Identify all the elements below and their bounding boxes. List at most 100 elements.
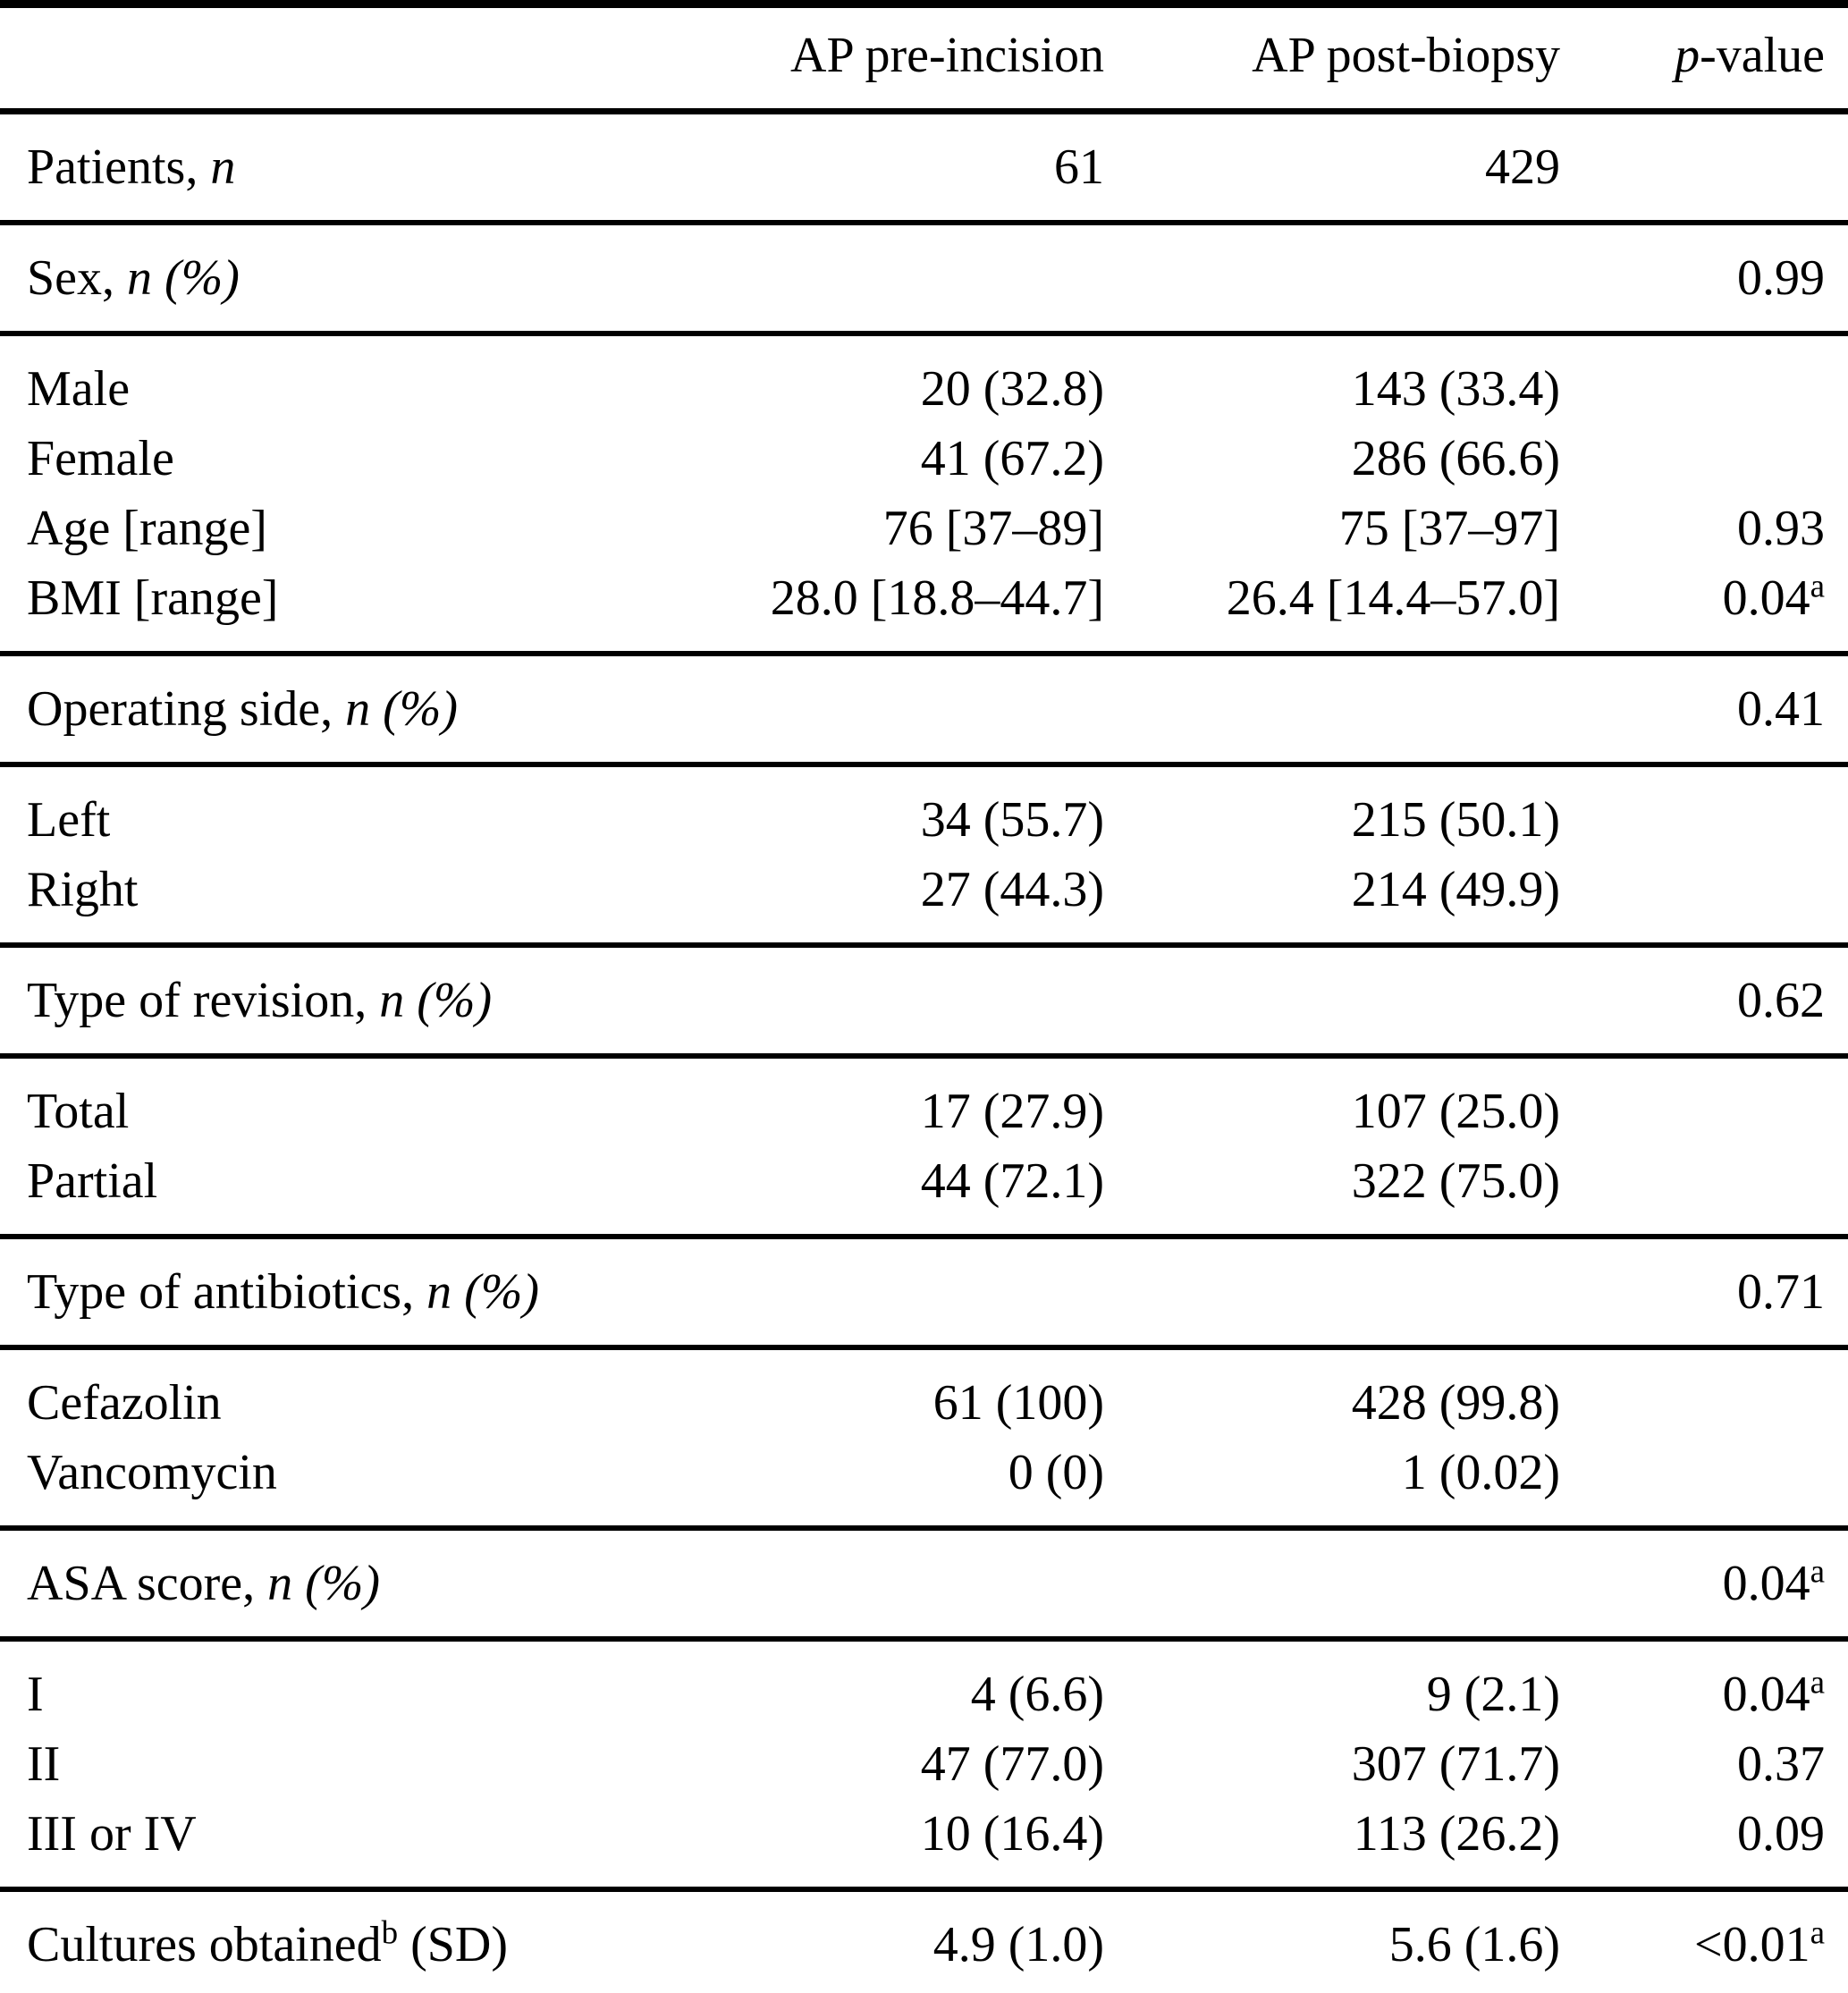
value-cell-ap-pre-incision: 4.9 (1.0) <box>932 1917 1104 1972</box>
value-cell-ap-pre-incision: 28.0 [18.8–44.7] <box>770 570 1104 626</box>
table-section: Cefazolin 61 (100) 428 (99.8) Vancomycin 0 (… <box>0 1347 1848 1528</box>
row-label-cell: BMI [range] <box>27 570 279 626</box>
table-row: Female 41 (67.2) 286 (66.6) <box>0 424 1848 494</box>
p-value-cell <box>1560 1146 1848 1237</box>
value-cell-ap-post-biopsy: 75 [37–97] <box>1338 501 1560 556</box>
row-label-cell: Vancomycin <box>27 1445 277 1500</box>
value-cell-ap-post-biopsy: 307 (71.7) <box>1351 1736 1560 1792</box>
row-label-cell: III or IV <box>27 1806 197 1862</box>
value-cell-ap-pre-incision: 20 (32.8) <box>920 361 1104 417</box>
footnote-superscript: a <box>1810 1663 1825 1701</box>
p-value-cell: 0.04a <box>1722 567 1825 626</box>
row-label-cell: Patients, n <box>27 139 236 195</box>
p-value-cell: 0.99 <box>1737 250 1825 306</box>
value-cell-ap-post-biopsy: 429 <box>1485 139 1560 195</box>
table-section: Total 17 (27.9) 107 (25.0) Partial 44 (72.1)… <box>0 1056 1848 1237</box>
value-cell-ap-post-biopsy: 107 (25.0) <box>1351 1084 1560 1139</box>
table-section: Cultures obtainedb (SD) 4.9 (1.0) 5.6 (1.6… <box>0 1889 1848 1993</box>
value-cell-ap-pre-incision: 34 (55.7) <box>920 792 1104 848</box>
row-label-cell: Male <box>27 361 131 417</box>
row-label-cell: Cultures obtainedb (SD) <box>27 1913 508 1972</box>
value-cell-ap-pre-incision: 0 (0) <box>1008 1445 1104 1500</box>
value-cell-ap-pre-incision: 61 <box>1054 139 1104 195</box>
value-cell-ap-pre-incision <box>590 1237 1104 1347</box>
row-label-cell: Female <box>27 431 174 486</box>
table-row: Cultures obtainedb (SD) 4.9 (1.0) 5.6 (1.6… <box>0 1889 1848 1993</box>
italic-text: n (%) <box>426 1264 540 1320</box>
italic-text: n <box>210 139 236 195</box>
table-section: Type of revision, n (%) 0.62 <box>0 945 1848 1056</box>
row-label-cell: ASA score, n (%) <box>27 1556 381 1611</box>
value-cell-ap-post-biopsy: 5.6 (1.6) <box>1388 1917 1560 1972</box>
p-value-cell: <0.01a <box>1694 1913 1825 1972</box>
table-section: I 4 (6.6) 9 (2.1) 0.04a II 47 (77.0) 307 (71.7… <box>0 1639 1848 1889</box>
p-value-cell: 0.62 <box>1737 973 1825 1028</box>
value-cell-ap-post-biopsy <box>1104 945 1560 1056</box>
column-header-rowlabel <box>0 4 590 114</box>
value-cell-ap-pre-incision: 76 [37–89] <box>882 501 1104 556</box>
value-cell-ap-pre-incision: 10 (16.4) <box>920 1806 1104 1862</box>
italic-text: n (%) <box>379 973 493 1028</box>
footnote-superscript: a <box>1810 567 1825 604</box>
value-cell-ap-pre-incision: 44 (72.1) <box>920 1153 1104 1209</box>
row-label-cell: Type of antibiotics, n (%) <box>27 1264 540 1320</box>
table-row: Type of revision, n (%) 0.62 <box>0 945 1848 1056</box>
value-cell-ap-pre-incision: 41 (67.2) <box>920 431 1104 486</box>
footnote-superscript: b <box>381 1913 399 1951</box>
row-label-cell: Age [range] <box>27 501 267 556</box>
table-row: Operating side, n (%) 0.41 <box>0 654 1848 764</box>
table-row: Male 20 (32.8) 143 (33.4) <box>0 334 1848 424</box>
value-cell-ap-post-biopsy <box>1104 1528 1560 1639</box>
row-label-cell: Cefazolin <box>27 1375 222 1431</box>
value-cell-ap-post-biopsy: 143 (33.4) <box>1351 361 1560 417</box>
value-cell-ap-pre-incision <box>590 945 1104 1056</box>
italic-text: n (%) <box>267 1556 381 1611</box>
row-label-cell: Sex, n (%) <box>27 250 240 306</box>
value-cell-ap-post-biopsy: 113 (26.2) <box>1353 1806 1560 1862</box>
table-row: Cefazolin 61 (100) 428 (99.8) <box>0 1347 1848 1438</box>
value-cell-ap-pre-incision <box>590 1528 1104 1639</box>
row-label-cell: Right <box>27 862 139 917</box>
table-row: Total 17 (27.9) 107 (25.0) <box>0 1056 1848 1146</box>
table-section: Left 34 (55.7) 215 (50.1) Right 27 (44.3) 214… <box>0 764 1848 945</box>
p-value-cell: 0.93 <box>1737 501 1825 556</box>
table-row: ASA score, n (%) 0.04a <box>0 1528 1848 1639</box>
header-row: AP pre-incision AP post-biopsy p-value <box>0 4 1848 114</box>
table-row: Age [range] 76 [37–89] 75 [37–97] 0.93 <box>0 494 1848 563</box>
table-row: Type of antibiotics, n (%) 0.71 <box>0 1237 1848 1347</box>
value-cell-ap-post-biopsy: 286 (66.6) <box>1351 431 1560 486</box>
value-cell-ap-post-biopsy: 215 (50.1) <box>1351 792 1560 848</box>
p-value-cell: 0.41 <box>1737 681 1825 737</box>
italic-text: n (%) <box>127 250 240 306</box>
table-section: Type of antibiotics, n (%) 0.71 <box>0 1237 1848 1347</box>
italic-text: n (%) <box>345 681 459 737</box>
footnote-superscript: a <box>1810 1552 1825 1590</box>
table-row: Sex, n (%) 0.99 <box>0 223 1848 334</box>
column-header-ap-pre-incision: AP pre-incision <box>590 4 1104 114</box>
value-cell-ap-post-biopsy <box>1104 654 1560 764</box>
value-cell-ap-pre-incision <box>590 223 1104 334</box>
row-label-cell: Type of revision, n (%) <box>27 973 493 1028</box>
p-value-cell <box>1560 112 1848 224</box>
table-row: II 47 (77.0) 307 (71.7) 0.37 <box>0 1729 1848 1799</box>
row-label-cell: II <box>27 1736 61 1792</box>
row-label-cell: Partial <box>27 1153 158 1209</box>
p-value-cell: 0.04a <box>1722 1663 1825 1722</box>
value-cell-ap-pre-incision <box>590 654 1104 764</box>
value-cell-ap-post-biopsy <box>1104 223 1560 334</box>
value-cell-ap-post-biopsy: 9 (2.1) <box>1426 1667 1560 1722</box>
p-value-cell: 0.37 <box>1737 1736 1825 1792</box>
footnote-superscript: a <box>1810 1913 1825 1951</box>
row-label-cell: Operating side, n (%) <box>27 681 459 737</box>
p-value-cell: 0.09 <box>1737 1806 1825 1862</box>
value-cell-ap-pre-incision: 61 (100) <box>932 1375 1104 1431</box>
table-section: Sex, n (%) 0.99 <box>0 223 1848 334</box>
table-section: Operating side, n (%) 0.41 <box>0 654 1848 764</box>
p-value-cell <box>1560 855 1848 945</box>
value-cell-ap-pre-incision: 27 (44.3) <box>920 862 1104 917</box>
value-cell-ap-post-biopsy: 428 (99.8) <box>1351 1375 1560 1431</box>
column-header-p-value: p-value <box>1560 4 1848 114</box>
table-row: Vancomycin 0 (0) 1 (0.02) <box>0 1438 1848 1528</box>
